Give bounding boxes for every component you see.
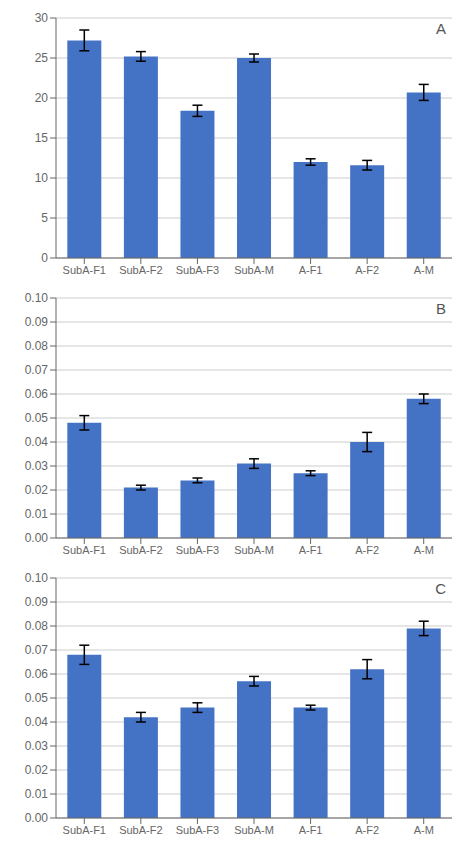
- svg-text:SubA-F2: SubA-F2: [119, 264, 162, 276]
- svg-text:A-F1: A-F1: [299, 544, 323, 556]
- svg-text:SubA-F1: SubA-F1: [63, 824, 106, 836]
- svg-text:SubA-F2: SubA-F2: [119, 544, 162, 556]
- svg-text:0.01: 0.01: [25, 787, 49, 801]
- svg-text:A-F1: A-F1: [299, 824, 323, 836]
- svg-text:0: 0: [41, 251, 48, 265]
- svg-text:10: 10: [35, 171, 49, 185]
- svg-text:20: 20: [35, 91, 49, 105]
- svg-text:0.05: 0.05: [25, 411, 49, 425]
- svg-text:0.00: 0.00: [25, 811, 49, 825]
- svg-text:SubA-F1: SubA-F1: [63, 264, 106, 276]
- html-text:C: C: [435, 580, 446, 597]
- svg-text:0.09: 0.09: [25, 595, 49, 609]
- svg-text:0.09: 0.09: [25, 315, 49, 329]
- svg-text:0.04: 0.04: [25, 435, 49, 449]
- svg-text:0.02: 0.02: [25, 483, 49, 497]
- svg-text:SubA-M: SubA-M: [234, 264, 274, 276]
- svg-text:0.08: 0.08: [25, 339, 49, 353]
- svg-text:SubA-F3: SubA-F3: [176, 264, 219, 276]
- svg-text:A-F2: A-F2: [355, 824, 379, 836]
- svg-text:0.00: 0.00: [25, 531, 49, 545]
- svg-text:0.10: 0.10: [25, 291, 49, 305]
- svg-text:0.07: 0.07: [25, 643, 49, 657]
- svg-text:A-M: A-M: [414, 264, 434, 276]
- svg-text:SubA-F3: SubA-F3: [176, 544, 219, 556]
- html-text:A: A: [436, 20, 446, 37]
- svg-text:SubA-F3: SubA-F3: [176, 824, 219, 836]
- svg-text:0.02: 0.02: [25, 763, 49, 777]
- svg-text:0.01: 0.01: [25, 507, 49, 521]
- svg-text:A-F2: A-F2: [355, 264, 379, 276]
- svg-text:0.03: 0.03: [25, 739, 49, 753]
- svg-text:25: 25: [35, 51, 49, 65]
- svg-text:30: 30: [35, 11, 49, 25]
- svg-text:15: 15: [35, 131, 49, 145]
- svg-text:0.03: 0.03: [25, 459, 49, 473]
- svg-text:0.07: 0.07: [25, 363, 49, 377]
- svg-text:A-M: A-M: [414, 544, 434, 556]
- html-text:B: B: [436, 300, 446, 317]
- svg-text:A-F1: A-F1: [299, 264, 323, 276]
- svg-text:0.05: 0.05: [25, 691, 49, 705]
- svg-text:0.08: 0.08: [25, 619, 49, 633]
- svg-text:SubA-F2: SubA-F2: [119, 824, 162, 836]
- svg-text:5: 5: [41, 211, 48, 225]
- svg-text:SubA-M: SubA-M: [234, 544, 274, 556]
- svg-text:0.06: 0.06: [25, 387, 49, 401]
- svg-text:0.04: 0.04: [25, 715, 49, 729]
- svg-text:0.06: 0.06: [25, 667, 49, 681]
- svg-text:SubA-M: SubA-M: [234, 824, 274, 836]
- svg-text:A-F2: A-F2: [355, 544, 379, 556]
- svg-text:A-M: A-M: [414, 824, 434, 836]
- svg-text:SubA-F1: SubA-F1: [63, 544, 106, 556]
- svg-text:0.10: 0.10: [25, 571, 49, 585]
